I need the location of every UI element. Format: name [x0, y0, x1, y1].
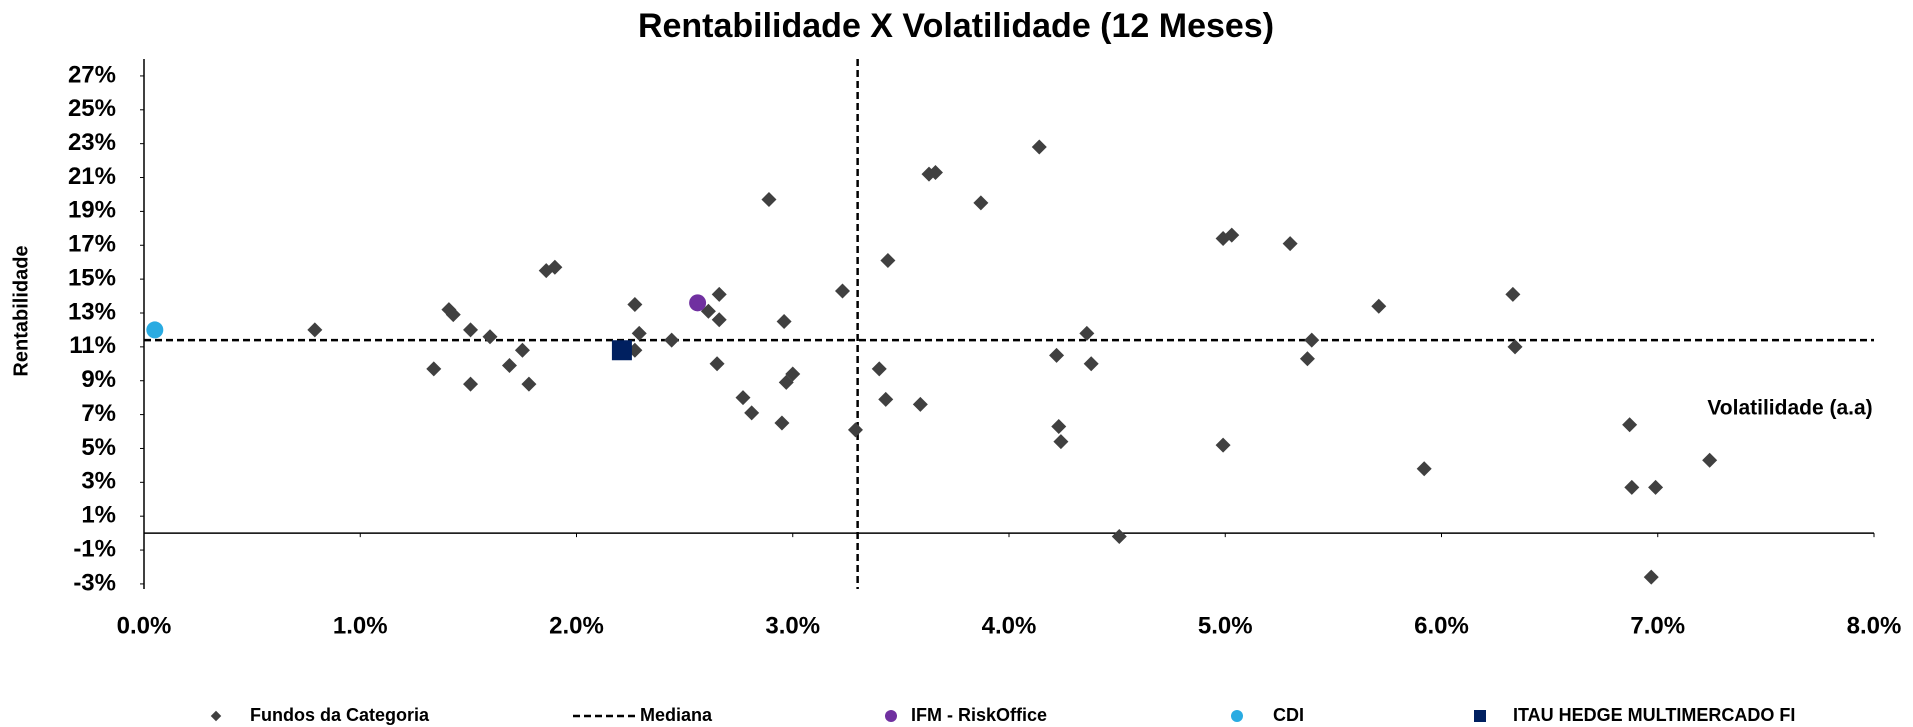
point: [307, 322, 323, 338]
x-tick-label: 6.0%: [1414, 612, 1469, 639]
point: [834, 283, 850, 299]
x-tick-label: 5.0%: [1198, 612, 1253, 639]
point: [1079, 325, 1095, 341]
x-tick-label: 0.0%: [117, 612, 172, 639]
point: [611, 340, 632, 361]
y-tick-label: 7%: [81, 400, 116, 427]
point: [711, 312, 727, 328]
y-tick-label: 23%: [68, 129, 116, 156]
point: [631, 325, 647, 341]
point: [501, 357, 517, 373]
point: [1371, 298, 1387, 314]
y-axis-label: Rentabilidade: [10, 245, 32, 376]
point: [927, 164, 943, 180]
point: [761, 192, 777, 208]
y-tick-label: 11%: [69, 332, 116, 359]
y-tick-label: 1%: [81, 502, 116, 529]
x-tick-label: 4.0%: [982, 612, 1037, 639]
x-axis-label: Volatilidade (a.a): [1707, 397, 1872, 420]
point: [1051, 418, 1067, 434]
x-tick-label: 8.0%: [1847, 612, 1902, 639]
point: [1083, 356, 1099, 372]
point: [514, 342, 530, 358]
point: [627, 297, 643, 313]
y-tick-label: 27%: [68, 61, 116, 88]
point: [774, 415, 790, 431]
x-tick-label: 3.0%: [765, 612, 820, 639]
y-tick-label: 5%: [81, 434, 116, 461]
point: [1416, 461, 1432, 477]
x-tick-label: 2.0%: [549, 612, 604, 639]
y-tick-label: 17%: [68, 231, 116, 258]
point: [912, 396, 928, 412]
y-tick-label: 25%: [68, 95, 116, 122]
point: [426, 361, 442, 377]
point: [1648, 479, 1664, 495]
point: [735, 390, 751, 406]
point: [776, 313, 792, 329]
y-tick-label: -3%: [73, 569, 116, 596]
y-tick-label: 15%: [68, 264, 116, 291]
x-tick-label: 7.0%: [1630, 612, 1685, 639]
y-tick-label: 21%: [68, 163, 116, 190]
legend-label: Mediana: [640, 705, 713, 725]
point: [463, 376, 479, 392]
legend-label: Fundos da Categoria: [250, 705, 430, 725]
point: [1053, 434, 1069, 450]
point: [880, 253, 896, 269]
point: [878, 391, 894, 407]
y-tick-label: 13%: [68, 298, 116, 325]
point: [1624, 479, 1640, 495]
point: [1049, 347, 1065, 363]
point: [1282, 236, 1298, 252]
point: [664, 332, 680, 348]
point: [146, 321, 164, 339]
point: [445, 307, 461, 323]
point: [785, 366, 801, 382]
point: [521, 376, 537, 392]
legend-label: IFM - RiskOffice: [911, 705, 1047, 725]
point: [871, 361, 887, 377]
y-tick-label: 3%: [81, 468, 116, 495]
legend-marker: [885, 710, 897, 722]
point: [1031, 139, 1047, 155]
point: [1304, 332, 1320, 348]
legend-label: CDI: [1273, 705, 1304, 725]
legend-marker: [1231, 710, 1243, 722]
legend-label: ITAU HEDGE MULTIMERCADO FI: [1513, 705, 1795, 725]
point: [689, 294, 707, 312]
point: [744, 405, 760, 421]
point: [547, 259, 563, 275]
point: [711, 286, 727, 302]
point: [1505, 286, 1521, 302]
point: [463, 322, 479, 338]
point: [1224, 227, 1240, 243]
legend-marker: [1474, 710, 1486, 722]
point: [709, 356, 725, 372]
point: [1702, 452, 1718, 468]
point: [1643, 569, 1659, 585]
legend-marker: [210, 710, 222, 722]
y-tick-label: -1%: [73, 535, 116, 562]
point: [1215, 437, 1231, 453]
point: [1299, 351, 1315, 367]
chart-title: Rentabilidade X Volatilidade (12 Meses): [638, 7, 1274, 45]
point: [1111, 529, 1127, 545]
point: [482, 329, 498, 345]
x-tick-label: 1.0%: [333, 612, 388, 639]
point: [1507, 339, 1523, 355]
y-tick-label: 19%: [68, 197, 116, 224]
point: [847, 422, 863, 438]
point: [1622, 417, 1638, 433]
point: [973, 195, 989, 211]
y-tick-label: 9%: [81, 366, 116, 393]
